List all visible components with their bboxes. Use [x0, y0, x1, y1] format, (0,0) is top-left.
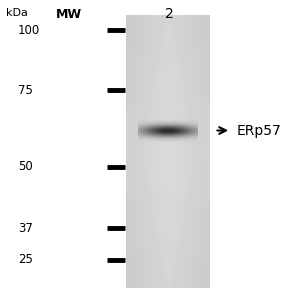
Text: kDa: kDa	[6, 8, 28, 17]
Text: 25: 25	[18, 253, 33, 266]
Text: 75: 75	[18, 83, 33, 97]
Text: 2: 2	[165, 8, 174, 22]
Text: ERp57: ERp57	[237, 124, 282, 137]
Text: 50: 50	[18, 160, 33, 173]
Text: 37: 37	[18, 221, 33, 235]
Text: 100: 100	[18, 23, 40, 37]
Text: MW: MW	[56, 8, 82, 20]
